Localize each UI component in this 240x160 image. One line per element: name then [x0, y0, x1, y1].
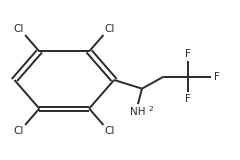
Text: 2: 2 [148, 106, 153, 112]
Text: Cl: Cl [105, 126, 115, 136]
Text: Cl: Cl [13, 24, 24, 34]
Text: Cl: Cl [13, 126, 24, 136]
Text: F: F [214, 72, 220, 81]
Text: NH: NH [130, 107, 146, 117]
Text: Cl: Cl [105, 24, 115, 34]
Text: F: F [185, 94, 191, 104]
Text: F: F [185, 49, 191, 59]
